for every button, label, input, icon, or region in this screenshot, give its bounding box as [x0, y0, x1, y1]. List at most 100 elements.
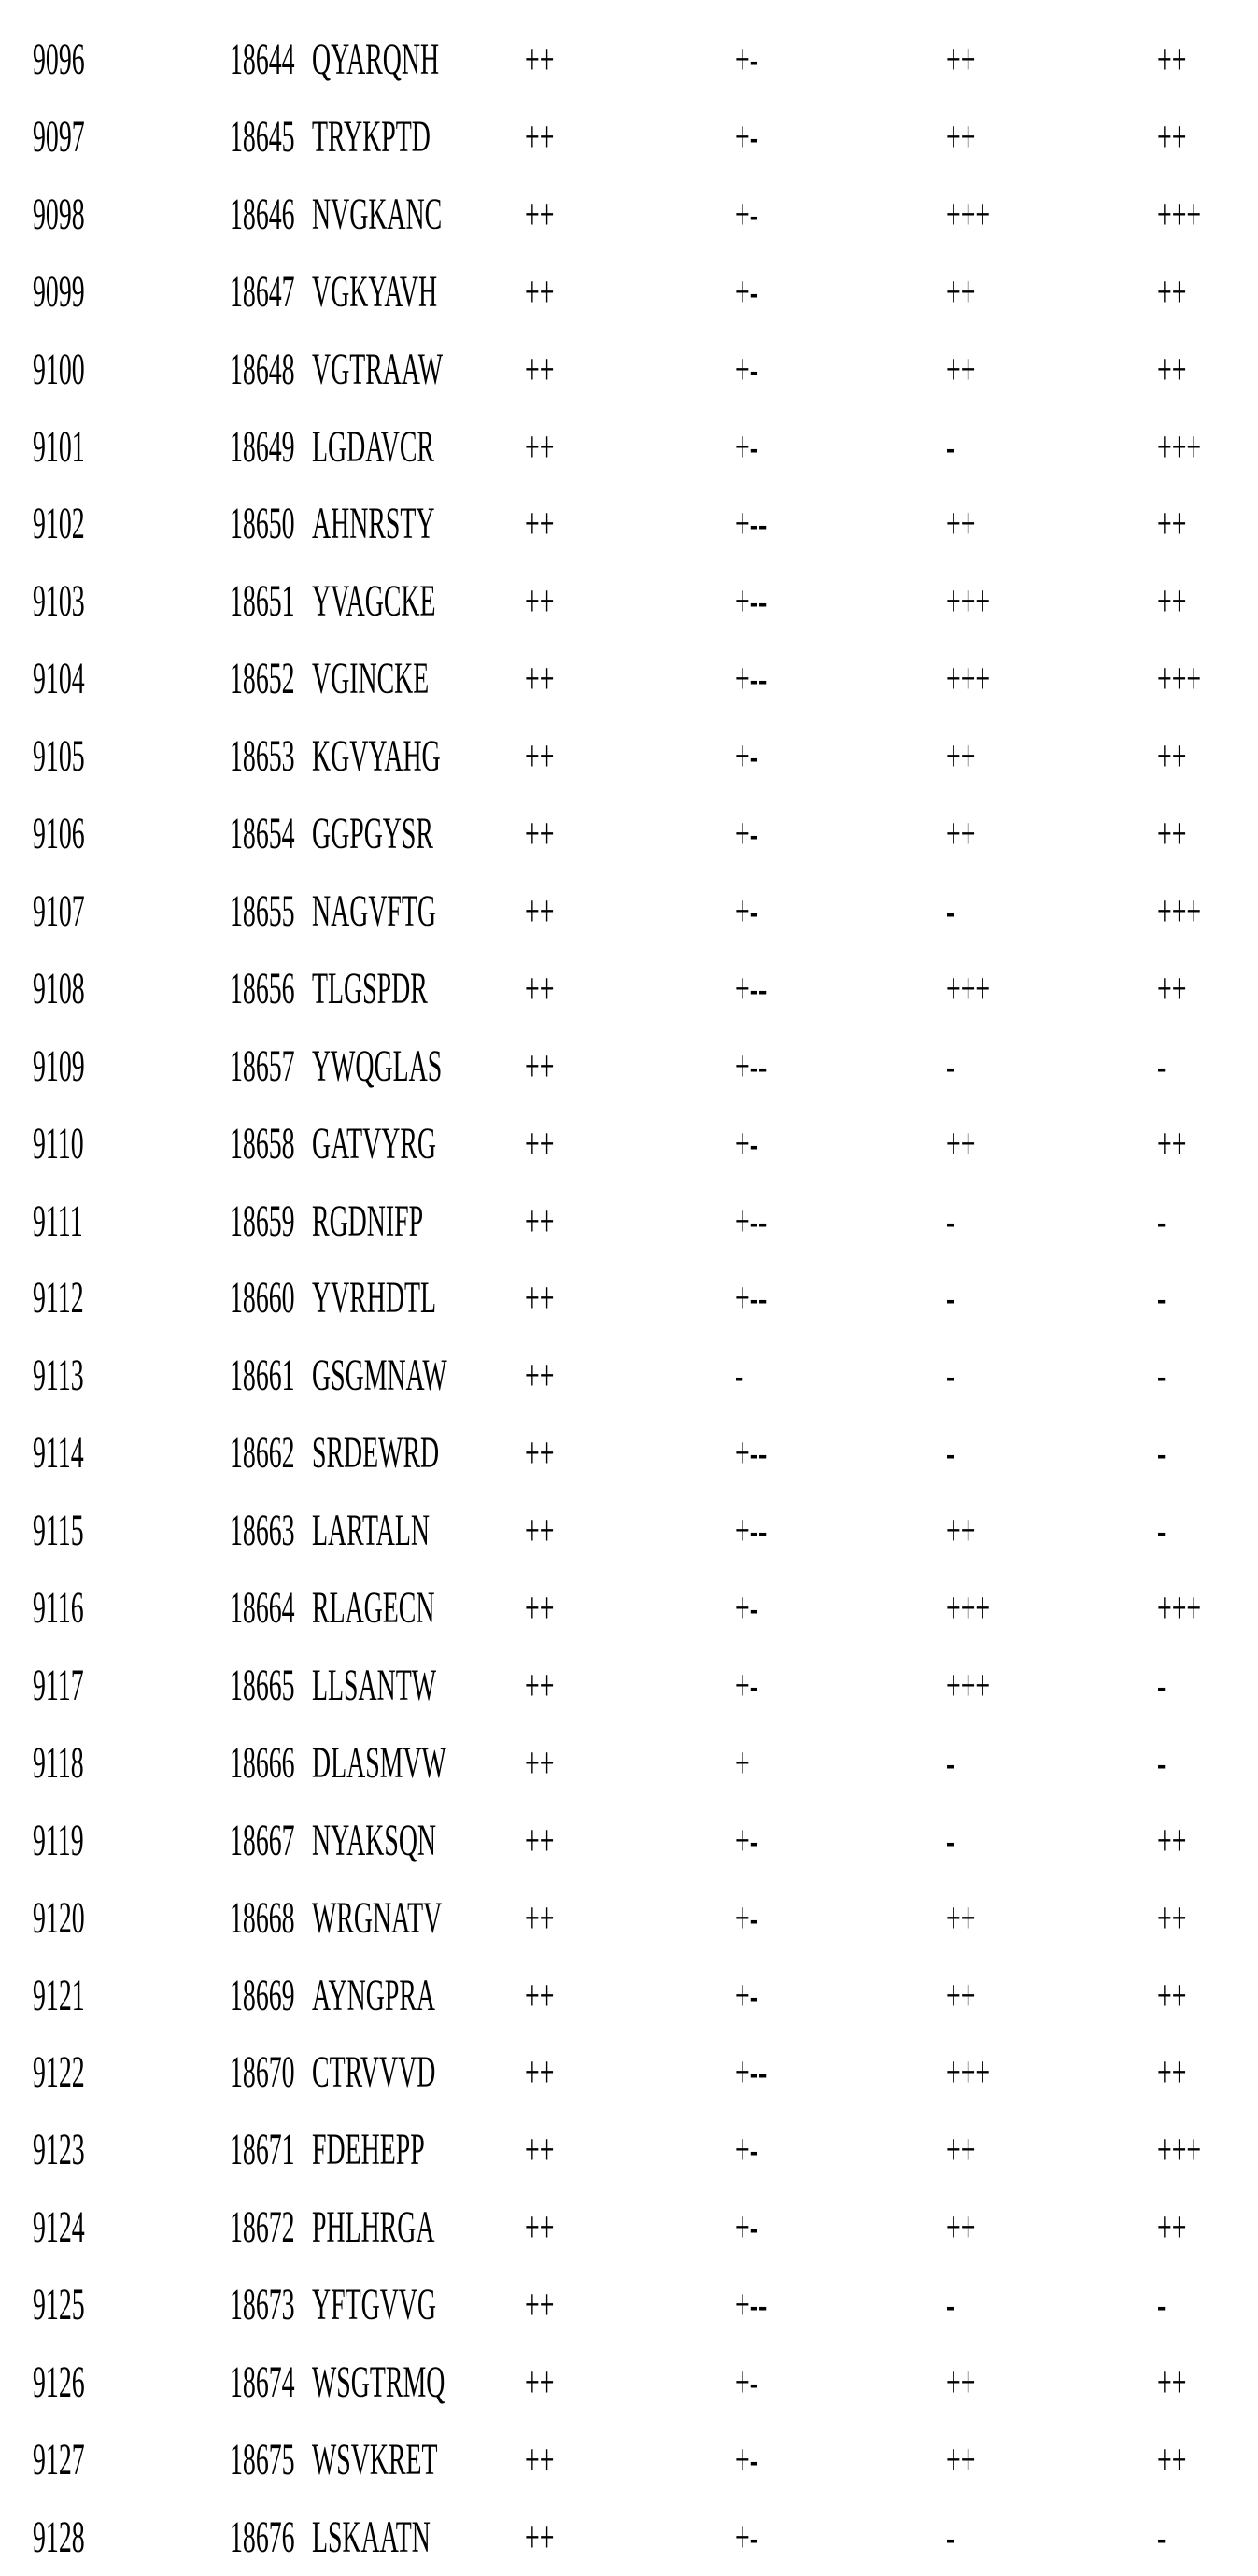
table-row: 910018648VGTRAAW+++-++++: [0, 331, 1258, 408]
row-number: 9096: [33, 21, 85, 98]
result-col-4: ++: [1157, 1105, 1186, 1182]
sequence-id: 18667: [230, 1802, 295, 1879]
result-col-4: ++: [1157, 2033, 1186, 2111]
row-number: 9111: [33, 1182, 83, 1260]
sequence-id: 18674: [230, 2343, 295, 2421]
result-col-3: -: [946, 1802, 954, 1879]
table-row: 910718655NAGVFTG+++--+++: [0, 872, 1258, 950]
sequence-id: 18654: [230, 795, 295, 872]
table-row: 911018658GATVYRG+++-++++: [0, 1105, 1258, 1182]
row-number: 9127: [33, 2421, 85, 2498]
row-number: 9117: [33, 1647, 84, 1724]
table-row: 911318661GSGMNAW++---: [0, 1337, 1258, 1414]
result-col-1: ++: [525, 562, 554, 640]
result-col-1: ++: [525, 98, 554, 176]
table-row: 909918647VGKYAVH+++-++++: [0, 253, 1258, 331]
sequence-id: 18646: [230, 176, 295, 253]
table-row: 912118669AYNGPRA+++-++++: [0, 1957, 1258, 2034]
result-col-1: ++: [525, 1492, 554, 1569]
table-row: 909718645TRYKPTD+++-++++: [0, 98, 1258, 176]
result-col-3: +++: [946, 1569, 990, 1647]
row-number: 9122: [33, 2033, 85, 2111]
result-col-1: ++: [525, 1957, 554, 2034]
peptide-sequence: NAGVFTG: [312, 872, 436, 950]
result-col-1: ++: [525, 640, 554, 717]
result-col-3: +++: [946, 562, 990, 640]
row-number: 9101: [33, 408, 85, 486]
result-col-2: +-: [735, 795, 758, 872]
peptide-sequence: LSKAATN: [312, 2498, 431, 2576]
peptide-sequence: NVGKANC: [312, 176, 442, 253]
result-col-2: +--: [735, 1182, 767, 1260]
peptide-sequence: QYARQNH: [312, 21, 439, 98]
peptide-sequence: AHNRSTY: [312, 485, 434, 562]
result-col-4: ++: [1157, 795, 1186, 872]
result-col-3: ++: [946, 1492, 975, 1569]
table-row: 912418672PHLHRGA+++-++++: [0, 2188, 1258, 2266]
sequence-id: 18662: [230, 1414, 295, 1492]
row-number: 9120: [33, 1879, 85, 1957]
result-col-3: ++: [946, 795, 975, 872]
result-col-2: +-: [735, 21, 758, 98]
result-col-3: -: [946, 1259, 954, 1337]
result-col-3: ++: [946, 2188, 975, 2266]
sequence-id: 18670: [230, 2033, 295, 2111]
sequence-id: 18656: [230, 950, 295, 1027]
result-col-3: ++: [946, 253, 975, 331]
row-number: 9109: [33, 1027, 85, 1105]
result-col-3: -: [946, 2266, 954, 2343]
result-col-1: ++: [525, 795, 554, 872]
peptide-sequence: AYNGPRA: [312, 1957, 435, 2034]
result-col-3: ++: [946, 485, 975, 562]
result-col-2: +-: [735, 176, 758, 253]
result-col-1: ++: [525, 1337, 554, 1414]
sequence-id: 18666: [230, 1724, 295, 1802]
table-row: 909618644QYARQNH+++-++++: [0, 21, 1258, 98]
sequence-id: 18676: [230, 2498, 295, 2576]
peptide-sequence: KGVYAHG: [312, 717, 441, 795]
result-col-1: ++: [525, 1259, 554, 1337]
table-row: 910318651YVAGCKE+++--+++++: [0, 562, 1258, 640]
result-col-1: ++: [525, 21, 554, 98]
result-col-4: +++: [1157, 408, 1201, 486]
result-col-2: +-: [735, 2343, 758, 2421]
row-number: 9124: [33, 2188, 85, 2266]
result-col-2: +--: [735, 1414, 767, 1492]
result-col-4: ++: [1157, 717, 1186, 795]
peptide-sequence: YVAGCKE: [312, 562, 436, 640]
result-col-1: ++: [525, 485, 554, 562]
sequence-id: 18663: [230, 1492, 295, 1569]
result-col-2: +-: [735, 98, 758, 176]
result-col-4: +++: [1157, 640, 1201, 717]
result-col-2: +-: [735, 717, 758, 795]
result-col-1: ++: [525, 2266, 554, 2343]
result-col-4: -: [1157, 1259, 1166, 1337]
result-col-2: +-: [735, 408, 758, 486]
result-col-1: ++: [525, 2188, 554, 2266]
result-col-2: +-: [735, 1569, 758, 1647]
row-number: 9126: [33, 2343, 85, 2421]
result-col-1: ++: [525, 331, 554, 408]
result-col-3: +++: [946, 2033, 990, 2111]
result-col-3: ++: [946, 2343, 975, 2421]
table-row: 912618674WSGTRMQ+++-++++: [0, 2343, 1258, 2421]
sequence-id: 18658: [230, 1105, 295, 1182]
result-col-1: ++: [525, 1724, 554, 1802]
result-col-2: +-: [735, 1802, 758, 1879]
sequence-id: 18664: [230, 1569, 295, 1647]
result-col-3: +++: [946, 176, 990, 253]
peptide-sequence: YFTGVVG: [312, 2266, 436, 2343]
result-col-4: -: [1157, 1337, 1166, 1414]
table-row: 912218670CTRVVVD+++--+++++: [0, 2033, 1258, 2111]
result-col-2: +-: [735, 2498, 758, 2576]
result-col-3: ++: [946, 2111, 975, 2188]
table-row: 912018668WRGNATV+++-++++: [0, 1879, 1258, 1957]
sequence-id: 18650: [230, 485, 295, 562]
result-col-3: -: [946, 1337, 954, 1414]
result-col-3: ++: [946, 21, 975, 98]
row-number: 9098: [33, 176, 85, 253]
result-col-3: -: [946, 1027, 954, 1105]
result-col-4: ++: [1157, 562, 1186, 640]
result-col-1: ++: [525, 408, 554, 486]
result-col-3: ++: [946, 98, 975, 176]
